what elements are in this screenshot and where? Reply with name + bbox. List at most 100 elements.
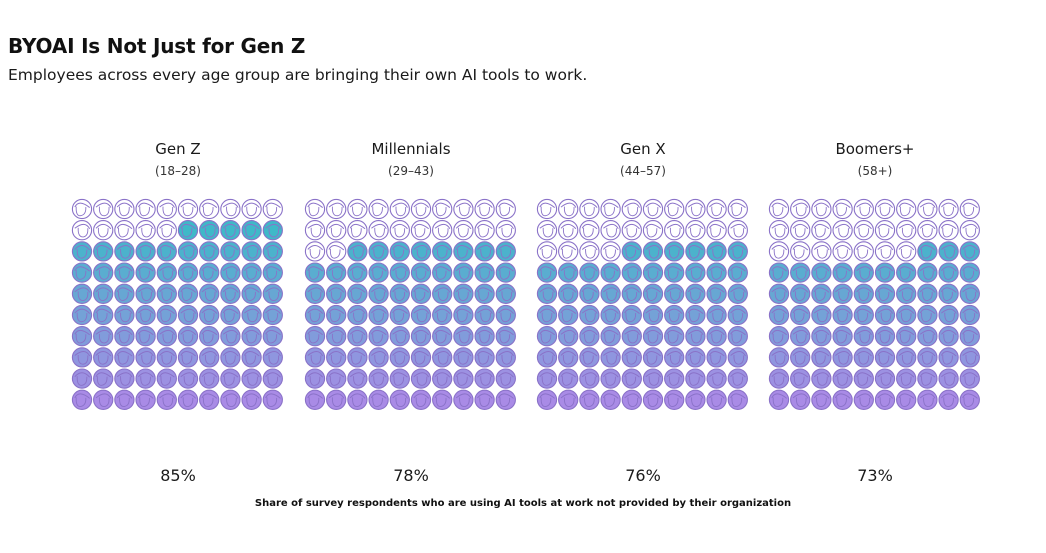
respondent-icon-not-using-ai [706,220,727,241]
respondent-icon-using-ai [642,304,664,326]
respondent-icon-using-ai [410,283,432,304]
respondent-icon-using-ai [938,347,959,368]
respondent-icon-using-ai [959,304,980,326]
respondent-icon-using-ai [326,347,347,368]
respondent-icon-not-using-ai [156,198,177,220]
respondent-icon-using-ai [304,262,326,283]
respondent-icon-using-ai [642,347,664,368]
respondent-icon-using-ai [536,347,558,368]
panel-millennials: Millennials (29–43) 78% [303,140,519,485]
respondent-icon-using-ai [495,262,516,283]
respondent-icon-using-ai [71,347,93,368]
respondent-icon-using-ai [453,241,474,262]
respondent-icon-using-ai [347,283,368,304]
respondent-icon-using-ai [917,283,938,304]
respondent-icon-using-ai [114,368,135,389]
respondent-icon-using-ai [220,389,241,410]
respondent-icon-using-ai [536,326,558,347]
respondent-icon-using-ai [959,389,980,410]
respondent-icon-using-ai [474,389,495,410]
respondent-icon-using-ai [832,304,853,326]
group-name: Gen Z [155,140,201,158]
respondent-icon-using-ai [156,304,177,326]
respondent-icon-not-using-ai [642,198,664,220]
respondent-icon-using-ai [853,389,874,410]
respondent-icon-using-ai [326,262,347,283]
respondent-icon-using-ai [368,368,389,389]
respondent-icon-using-ai [579,283,600,304]
respondent-icon-using-ai [177,304,199,326]
chart-caption: Share of survey respondents who are usin… [254,498,792,509]
respondent-icon-using-ai [93,262,114,283]
respondent-icon-using-ai [706,368,727,389]
respondent-icon-using-ai [959,368,980,389]
respondent-icon-not-using-ai [389,220,410,241]
respondent-icon-using-ai [600,389,621,410]
respondent-icon-using-ai [199,368,220,389]
respondent-icon-using-ai [368,389,389,410]
respondent-icon-using-ai [177,241,199,262]
respondent-icon-using-ai [304,389,326,410]
respondent-icon-not-using-ai [600,220,621,241]
respondent-icon-using-ai [558,389,579,410]
respondent-icon-using-ai [177,389,199,410]
respondent-icon-using-ai [199,304,220,326]
respondent-icon-using-ai [874,262,896,283]
respondent-icon-not-using-ai [853,220,874,241]
respondent-icon-using-ai [495,326,516,347]
respondent-icon-using-ai [199,326,220,347]
respondent-icon-using-ai [938,368,959,389]
respondent-icon-using-ai [326,304,347,326]
group-percentage: 78% [393,466,429,485]
respondent-icon-using-ai [156,262,177,283]
respondent-icon-using-ai [768,283,790,304]
respondent-icon-not-using-ai [347,198,368,220]
respondent-icon-using-ai [600,368,621,389]
respondent-icon-using-ai [600,326,621,347]
respondent-icon-using-ai [347,241,368,262]
respondent-icon-using-ai [536,368,558,389]
respondent-icon-not-using-ai [304,220,326,241]
respondent-icon-using-ai [600,304,621,326]
respondent-icon-not-using-ai [579,220,600,241]
respondent-icon-using-ai [832,347,853,368]
respondent-icon-not-using-ai [579,198,600,220]
respondent-icon-using-ai [135,304,156,326]
respondent-icon-using-ai [93,326,114,347]
respondent-icon-using-ai [874,283,896,304]
waffle-grid-gen-x [536,198,748,410]
respondent-icon-using-ai [853,304,874,326]
respondent-icon-not-using-ai [621,198,642,220]
respondent-icon-not-using-ai [453,220,474,241]
respondent-icon-not-using-ai [389,198,410,220]
respondent-icon-not-using-ai [135,220,156,241]
respondent-icon-not-using-ai [685,198,706,220]
respondent-icon-not-using-ai [938,220,959,241]
respondent-icon-using-ai [199,283,220,304]
group-age-range: (58+) [857,164,893,178]
respondent-icon-using-ai [241,347,262,368]
respondent-icon-using-ai [410,347,432,368]
respondent-icon-using-ai [959,347,980,368]
respondent-icon-not-using-ai [536,241,558,262]
respondent-icon-not-using-ai [368,220,389,241]
respondent-icon-using-ai [368,326,389,347]
respondent-icon-using-ai [241,389,262,410]
respondent-icon-not-using-ai [874,198,896,220]
respondent-icon-using-ai [262,283,283,304]
respondent-icon-using-ai [199,241,220,262]
respondent-icon-using-ai [896,283,917,304]
group-name: Gen X [620,140,666,158]
respondent-icon-not-using-ai [600,241,621,262]
respondent-icon-using-ai [71,283,93,304]
respondent-icon-using-ai [135,241,156,262]
respondent-icon-using-ai [474,304,495,326]
respondent-icon-not-using-ai [71,198,93,220]
respondent-icon-not-using-ai [241,198,262,220]
respondent-icon-using-ai [938,326,959,347]
respondent-icon-not-using-ai [453,198,474,220]
respondent-icon-using-ai [410,262,432,283]
respondent-icon-using-ai [262,304,283,326]
respondent-icon-not-using-ai [558,241,579,262]
respondent-icon-using-ai [832,389,853,410]
